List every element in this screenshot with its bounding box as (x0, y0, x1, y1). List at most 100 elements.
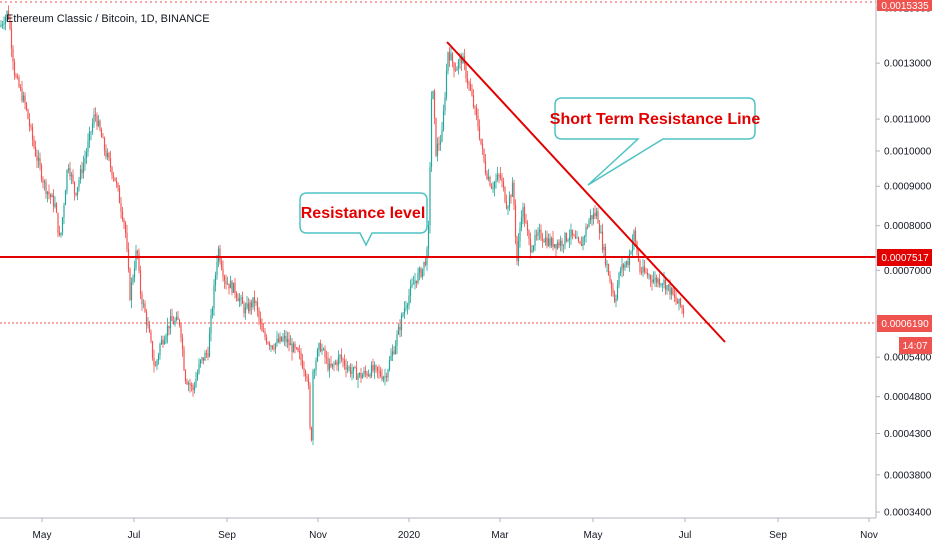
candle-body (571, 229, 574, 236)
candle-body (633, 230, 635, 242)
candle-body (352, 367, 355, 372)
candle-body (190, 385, 193, 386)
candle-body (531, 250, 533, 253)
candle-body (487, 176, 490, 179)
candle-body (540, 229, 542, 239)
candle-body (424, 261, 427, 265)
callout-resistance-text: Resistance level (301, 205, 426, 222)
candle-body (501, 177, 503, 182)
candle-body (0, 24, 2, 27)
candle-body (295, 347, 298, 349)
candle-body (682, 308, 685, 314)
candle-body (577, 237, 580, 242)
candle-body (57, 212, 59, 233)
candle-body (37, 157, 40, 161)
candle-body (16, 77, 19, 78)
candle-body (139, 270, 142, 295)
candle-body (300, 352, 302, 360)
candle-body (193, 386, 196, 391)
candle-body (48, 191, 50, 195)
candle-body (108, 153, 110, 159)
candle-body (328, 363, 331, 370)
candle-body (519, 227, 521, 242)
candle-body (69, 168, 71, 177)
short-term-resistance-trendline[interactable] (446, 41, 726, 343)
candle-body (34, 146, 37, 156)
resistance-price-label: 0.0007517 (881, 253, 929, 264)
candle-body (97, 120, 100, 126)
candle-body (64, 190, 67, 206)
candle-body (672, 288, 674, 295)
candle-body (235, 293, 238, 298)
candle-body (651, 279, 653, 283)
candle-body (117, 183, 119, 189)
candle-body (525, 221, 527, 224)
candle-body (598, 223, 601, 234)
candle-body (411, 284, 413, 287)
candle-body (415, 280, 418, 283)
time-tick-label: Mar (491, 530, 509, 541)
candle-body (166, 325, 169, 337)
candle-body (169, 316, 172, 329)
candle-body (666, 285, 668, 291)
chart-title: Ethereum Classic / Bitcoin, 1D, BINANCE (6, 13, 210, 25)
candle-body (36, 155, 38, 161)
candle-body (3, 23, 5, 25)
candle-body (24, 95, 26, 103)
candle-body (573, 235, 575, 236)
candle-body (520, 216, 523, 228)
candle-body (379, 371, 382, 376)
candle-body (232, 282, 235, 293)
candle-body (615, 298, 617, 302)
candle-body (634, 230, 637, 242)
candle-body (1, 24, 4, 26)
candle-body (136, 250, 139, 254)
candle-body (550, 237, 553, 246)
candle-body (4, 16, 7, 24)
candle-body (159, 344, 161, 355)
plot-area[interactable] (0, 0, 876, 518)
candle-body (225, 280, 227, 285)
time-axis[interactable]: May Jul Sep Nov 2020 Mar May Jul Sep Nov (33, 518, 878, 541)
candle-body (673, 294, 676, 298)
candle-body (189, 383, 191, 386)
candle-body (621, 264, 623, 271)
price-tick-label: 0.0004800 (884, 392, 932, 403)
candle-body (579, 241, 581, 244)
candle-body (213, 285, 215, 309)
candle-body (78, 180, 80, 188)
candle-body (132, 277, 134, 283)
candle-body (334, 362, 337, 364)
candle-body (601, 231, 604, 251)
candle-body (504, 187, 506, 202)
candle-body (618, 272, 620, 286)
candle-body (502, 181, 505, 188)
candle-body (114, 177, 116, 181)
candle-body (130, 282, 133, 301)
candle-body (646, 272, 649, 276)
candle-body (99, 120, 101, 130)
callout-resistance-level[interactable]: Resistance level (299, 192, 428, 247)
candle-body (259, 318, 262, 324)
candle-body (435, 117, 437, 156)
candle-body (667, 284, 670, 286)
candle-body (423, 261, 425, 269)
candle-body (355, 367, 358, 380)
candle-body (541, 238, 544, 241)
candle-body (238, 298, 241, 302)
candle-body (543, 240, 545, 243)
candle-body (342, 359, 344, 361)
candle-body (336, 362, 338, 366)
candle-body (115, 180, 118, 184)
candle-body (312, 371, 314, 441)
price-tick-label: 0.0008000 (884, 221, 932, 232)
candle-body (85, 152, 88, 159)
callout-short-term-resistance[interactable]: Short Term Resistance Line (550, 97, 761, 186)
candle-body (523, 207, 526, 222)
candle-body (661, 283, 664, 285)
candle-body (180, 324, 182, 339)
candle-body (433, 90, 436, 118)
candle-body (580, 243, 583, 247)
